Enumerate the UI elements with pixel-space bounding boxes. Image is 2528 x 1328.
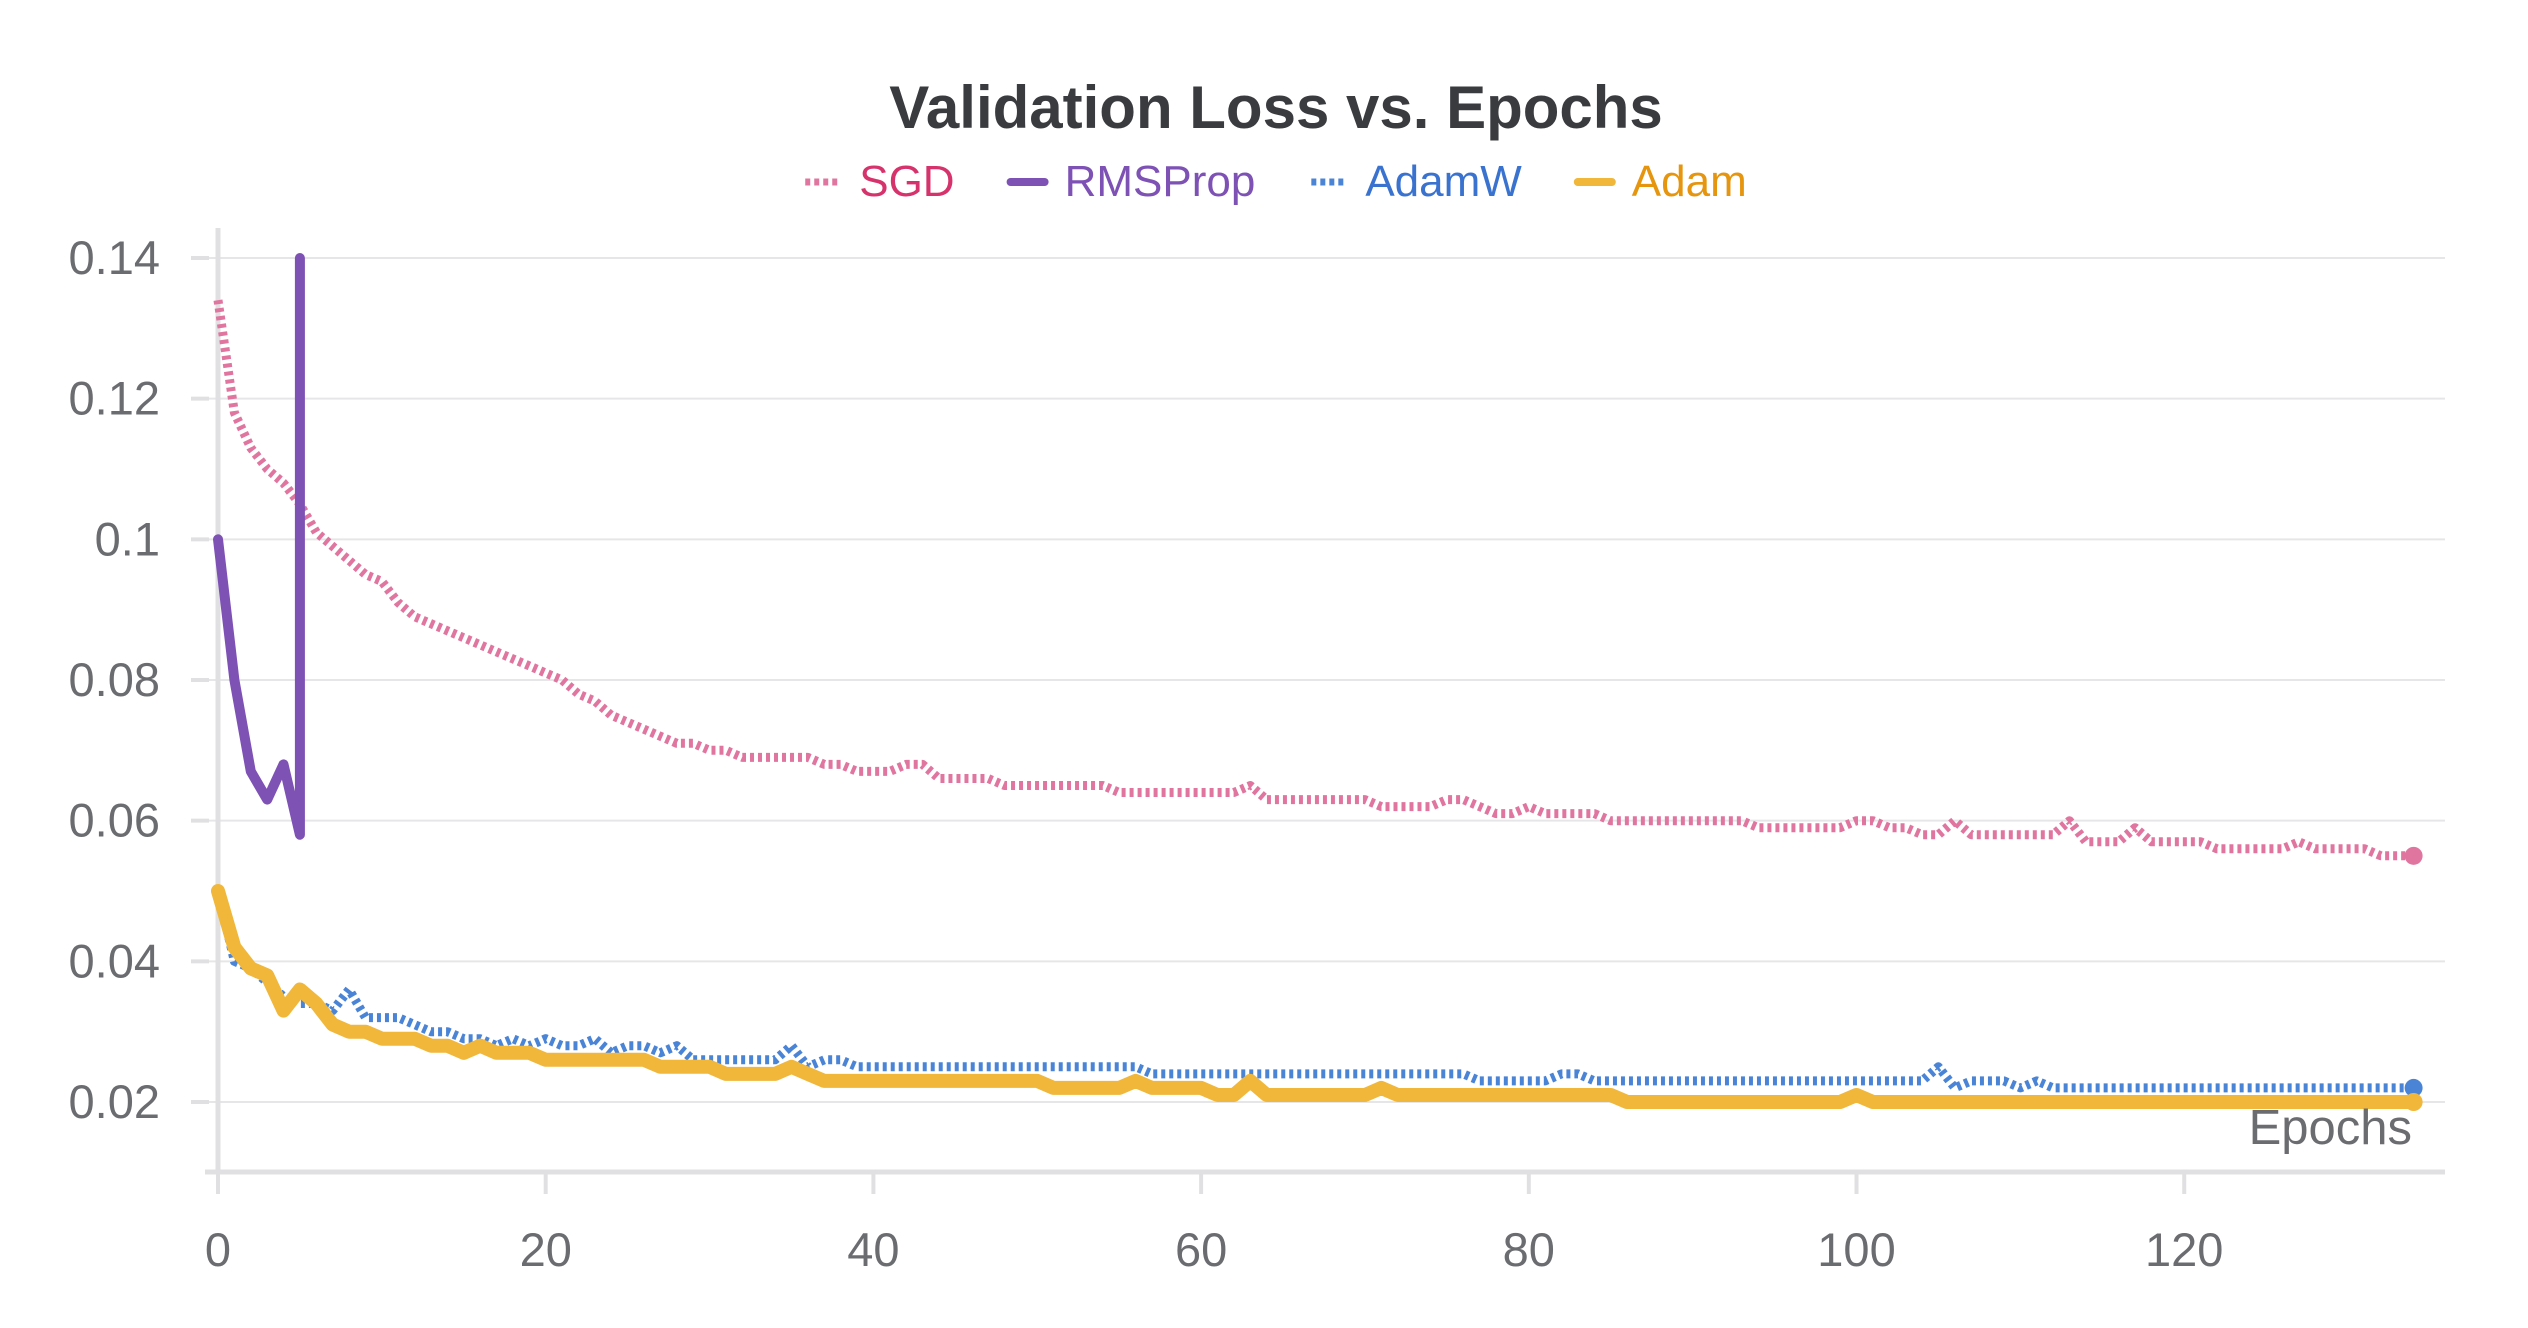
y-axis-ticks: 0.02 0.04 0.06 0.08 0.1 0.12 0.14 bbox=[69, 231, 209, 1128]
y-tick-label: 0.08 bbox=[69, 653, 160, 706]
end-marker-adam bbox=[2404, 1093, 2423, 1111]
x-tick-label: 40 bbox=[847, 1223, 899, 1276]
axes bbox=[205, 228, 2445, 1175]
x-tick-label: 100 bbox=[1817, 1223, 1895, 1276]
x-tick-label: 60 bbox=[1175, 1223, 1227, 1276]
y-tick-label: 0.06 bbox=[69, 794, 160, 847]
series-lines bbox=[211, 253, 2421, 1109]
x-tick-label: 0 bbox=[205, 1223, 231, 1276]
end-marker-sgd bbox=[2404, 846, 2423, 865]
gridlines bbox=[205, 257, 2445, 1103]
series-line-sgd bbox=[213, 299, 2414, 861]
series-line-adam bbox=[211, 884, 2421, 1109]
series-end-markers bbox=[2404, 846, 2423, 1111]
series-line-rmsprop bbox=[213, 253, 305, 840]
legend-item-adamw: AdamW bbox=[1311, 157, 1522, 206]
chart-title: Validation Loss vs. Epochs bbox=[889, 74, 1663, 141]
legend-label: AdamW bbox=[1365, 157, 1522, 206]
y-tick-label: 0.14 bbox=[69, 231, 160, 284]
legend-item-rmsprop: RMSProp bbox=[1006, 157, 1256, 206]
series-line-adamw bbox=[213, 889, 2414, 1093]
x-tick-label: 120 bbox=[2145, 1223, 2223, 1276]
x-tick-label: 80 bbox=[1503, 1223, 1555, 1276]
legend: SGD RMSProp AdamW Adam bbox=[805, 157, 1747, 206]
x-axis-title: Epochs bbox=[2249, 1101, 2412, 1155]
y-tick-label: 0.1 bbox=[95, 512, 160, 565]
legend-label: RMSProp bbox=[1065, 157, 1256, 206]
legend-label: Adam bbox=[1632, 157, 1747, 206]
legend-item-adam: Adam bbox=[1573, 157, 1747, 206]
x-axis-ticks: 0 20 40 60 80 100 120 bbox=[205, 1172, 2223, 1276]
y-tick-label: 0.04 bbox=[69, 934, 160, 987]
end-marker-adamw bbox=[2404, 1078, 2423, 1097]
x-tick-label: 20 bbox=[520, 1223, 572, 1276]
legend-label: SGD bbox=[859, 157, 954, 206]
y-tick-label: 0.12 bbox=[69, 372, 160, 425]
legend-item-sgd: SGD bbox=[805, 157, 955, 206]
y-tick-label: 0.02 bbox=[69, 1075, 160, 1128]
